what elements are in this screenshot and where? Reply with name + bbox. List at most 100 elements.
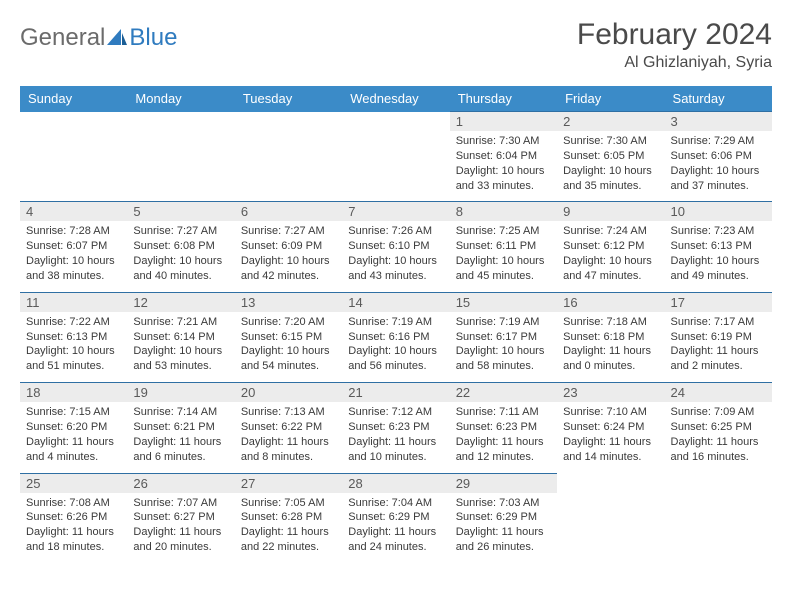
day-info: Sunrise: 7:04 AMSunset: 6:29 PMDaylight:… [348,496,443,555]
day-number: 10 [665,202,772,221]
day-info: Sunrise: 7:27 AMSunset: 6:08 PMDaylight:… [133,224,228,283]
weekday-header: Monday [127,86,234,112]
day-info: Sunrise: 7:12 AMSunset: 6:23 PMDaylight:… [348,405,443,464]
calendar-day-cell: 26Sunrise: 7:07 AMSunset: 6:27 PMDayligh… [127,473,234,563]
calendar-day-cell: 14 Sunrise: 7:19 AMSunset: 6:16 PMDayligh… [342,292,449,382]
day-info: Sunrise: 7:28 AMSunset: 6:07 PMDaylight:… [26,224,121,283]
day-info: Sunrise: 7:24 AMSunset: 6:12 PMDaylight:… [563,224,658,283]
calendar-day-cell: 2 Sunrise: 7:30 AMSunset: 6:05 PMDaylight… [557,112,664,202]
weekday-header-row: Sunday Monday Tuesday Wednesday Thursday… [20,86,772,112]
day-number: 19 [127,383,234,402]
day-info: Sunrise: 7:27 AMSunset: 6:09 PMDaylight:… [241,224,336,283]
day-number: 2 [557,112,664,131]
day-info: Sunrise: 7:21 AMSunset: 6:14 PMDaylight:… [133,315,228,374]
calendar-day-cell: 17Sunrise: 7:17 AMSunset: 6:19 PMDayligh… [665,292,772,382]
weekday-header: Wednesday [342,86,449,112]
calendar-day-cell: 5Sunrise: 7:27 AMSunset: 6:08 PMDaylight… [127,202,234,292]
day-number: 3 [665,112,772,131]
day-info: Sunrise: 7:22 AMSunset: 6:13 PMDaylight:… [26,315,121,374]
brand-logo: General Blue [20,18,177,52]
day-info: Sunrise: 7:23 AMSunset: 6:13 PMDaylight:… [671,224,766,283]
calendar-day-cell: 13 Sunrise: 7:20 AMSunset: 6:15 PMDayligh… [235,292,342,382]
calendar-week-row: 4 Sunrise: 7:28 AMSunset: 6:07 PMDaylight… [20,202,772,292]
title-block: February 2024 Al Ghizlaniyah, Syria [577,18,772,72]
day-number: 22 [450,383,557,402]
calendar-day-cell [665,473,772,563]
day-info: Sunrise: 7:30 AMSunset: 6:05 PMDaylight:… [563,134,658,193]
calendar-day-cell [20,112,127,202]
calendar-day-cell: 6 Sunrise: 7:27 AMSunset: 6:09 PMDaylight… [235,202,342,292]
day-number: 15 [450,293,557,312]
day-info: Sunrise: 7:11 AMSunset: 6:23 PMDaylight:… [456,405,551,464]
calendar-day-cell [557,473,664,563]
calendar-day-cell: 19 Sunrise: 7:14 AMSunset: 6:21 PMDayligh… [127,383,234,473]
day-info: Sunrise: 7:15 AMSunset: 6:20 PMDaylight:… [26,405,121,464]
day-info: Sunrise: 7:10 AMSunset: 6:24 PMDaylight:… [563,405,658,464]
calendar-table: Sunday Monday Tuesday Wednesday Thursday… [20,86,772,563]
calendar-day-cell: 23 Sunrise: 7:10 AMSunset: 6:24 PMDayligh… [557,383,664,473]
calendar-day-cell: 1 Sunrise: 7:30 AMSunset: 6:04 PMDaylight… [450,112,557,202]
calendar-day-cell [127,112,234,202]
weekday-header: Tuesday [235,86,342,112]
day-number: 12 [127,293,234,312]
calendar-day-cell: 18 Sunrise: 7:15 AMSunset: 6:20 PMDayligh… [20,383,127,473]
weekday-header: Saturday [665,86,772,112]
weekday-header: Sunday [20,86,127,112]
calendar-day-cell: 10 Sunrise: 7:23 AMSunset: 6:13 PMDayligh… [665,202,772,292]
day-number: 4 [20,202,127,221]
day-info: Sunrise: 7:19 AMSunset: 6:16 PMDaylight:… [348,315,443,374]
day-info: Sunrise: 7:25 AMSunset: 6:11 PMDaylight:… [456,224,551,283]
calendar-day-cell: 24Sunrise: 7:09 AMSunset: 6:25 PMDayligh… [665,383,772,473]
calendar-day-cell: 28 Sunrise: 7:04 AMSunset: 6:29 PMDayligh… [342,473,449,563]
day-number: 17 [665,293,772,312]
calendar-day-cell [342,112,449,202]
day-number: 7 [342,202,449,221]
day-info: Sunrise: 7:18 AMSunset: 6:18 PMDaylight:… [563,315,658,374]
calendar-day-cell: 27Sunrise: 7:05 AMSunset: 6:28 PMDayligh… [235,473,342,563]
day-info: Sunrise: 7:20 AMSunset: 6:15 PMDaylight:… [241,315,336,374]
day-number: 14 [342,293,449,312]
calendar-day-cell: 25 Sunrise: 7:08 AMSunset: 6:26 PMDayligh… [20,473,127,563]
calendar-day-cell: 21 Sunrise: 7:12 AMSunset: 6:23 PMDayligh… [342,383,449,473]
day-number: 13 [235,293,342,312]
weekday-header: Thursday [450,86,557,112]
day-info: Sunrise: 7:03 AMSunset: 6:29 PMDaylight:… [456,496,551,555]
day-info: Sunrise: 7:08 AMSunset: 6:26 PMDaylight:… [26,496,121,555]
calendar-day-cell: 11 Sunrise: 7:22 AMSunset: 6:13 PMDayligh… [20,292,127,382]
calendar-day-cell: 3 Sunrise: 7:29 AMSunset: 6:06 PMDaylight… [665,112,772,202]
calendar-day-cell: 22 Sunrise: 7:11 AMSunset: 6:23 PMDayligh… [450,383,557,473]
brand-text-blue: Blue [129,24,177,52]
calendar-week-row: 25 Sunrise: 7:08 AMSunset: 6:26 PMDayligh… [20,473,772,563]
day-info: Sunrise: 7:14 AMSunset: 6:21 PMDaylight:… [133,405,228,464]
day-number: 28 [342,474,449,493]
day-number: 1 [450,112,557,131]
calendar-day-cell: 12 Sunrise: 7:21 AMSunset: 6:14 PMDayligh… [127,292,234,382]
day-number: 11 [20,293,127,312]
day-number: 21 [342,383,449,402]
calendar-day-cell: 20 Sunrise: 7:13 AMSunset: 6:22 PMDayligh… [235,383,342,473]
calendar-day-cell: 15Sunrise: 7:19 AMSunset: 6:17 PMDayligh… [450,292,557,382]
day-number: 18 [20,383,127,402]
day-number: 9 [557,202,664,221]
calendar-day-cell: 4 Sunrise: 7:28 AMSunset: 6:07 PMDaylight… [20,202,127,292]
calendar-day-cell: 9 Sunrise: 7:24 AMSunset: 6:12 PMDaylight… [557,202,664,292]
calendar-day-cell: 8 Sunrise: 7:25 AMSunset: 6:11 PMDaylight… [450,202,557,292]
day-number: 16 [557,293,664,312]
day-number: 29 [450,474,557,493]
day-number: 6 [235,202,342,221]
calendar-day-cell: 7Sunrise: 7:26 AMSunset: 6:10 PMDaylight… [342,202,449,292]
brand-text-general: General [20,24,105,52]
day-info: Sunrise: 7:29 AMSunset: 6:06 PMDaylight:… [671,134,766,193]
calendar-day-cell [235,112,342,202]
calendar-week-row: 11 Sunrise: 7:22 AMSunset: 6:13 PMDayligh… [20,292,772,382]
day-info: Sunrise: 7:13 AMSunset: 6:22 PMDaylight:… [241,405,336,464]
calendar-day-cell: 29 Sunrise: 7:03 AMSunset: 6:29 PMDayligh… [450,473,557,563]
day-number: 20 [235,383,342,402]
calendar-week-row: 1 Sunrise: 7:30 AMSunset: 6:04 PMDaylight… [20,112,772,202]
calendar-week-row: 18 Sunrise: 7:15 AMSunset: 6:20 PMDayligh… [20,383,772,473]
day-info: Sunrise: 7:30 AMSunset: 6:04 PMDaylight:… [456,134,551,193]
day-number: 8 [450,202,557,221]
day-number: 25 [20,474,127,493]
day-number: 23 [557,383,664,402]
brand-sail-icon [107,29,127,47]
